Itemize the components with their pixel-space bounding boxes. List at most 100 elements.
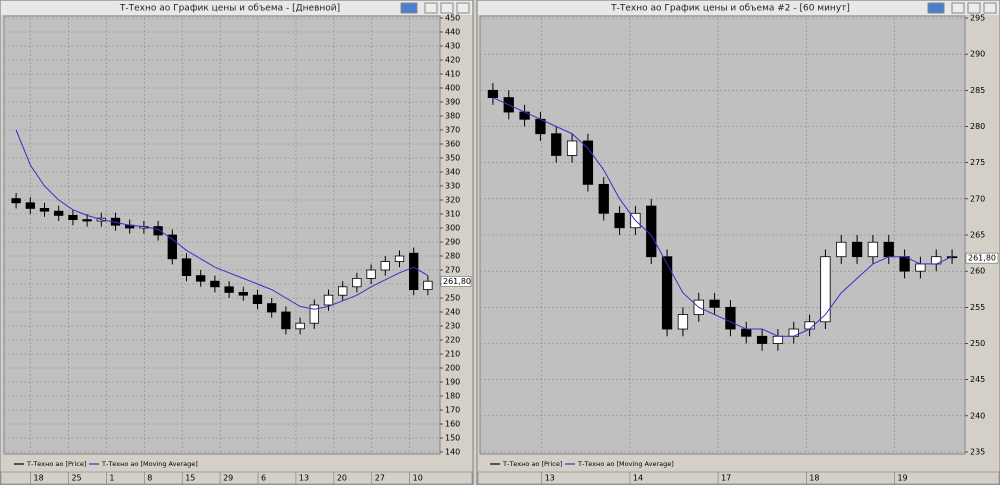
y-tick-label: 390 bbox=[445, 98, 460, 107]
y-tick-label: 250 bbox=[445, 294, 460, 303]
plot-area bbox=[3, 15, 441, 455]
window-button[interactable] bbox=[927, 2, 945, 14]
window-title: Т-Техно ао График цены и объема #2 - [60… bbox=[610, 4, 850, 14]
y-tick-label: 450 bbox=[445, 14, 460, 23]
window-button[interactable] bbox=[424, 2, 438, 14]
y-tick-label: 360 bbox=[445, 140, 460, 149]
candle-body bbox=[551, 133, 562, 156]
candle-body bbox=[915, 263, 926, 272]
candle-body bbox=[756, 335, 768, 344]
candle-body bbox=[867, 241, 879, 258]
candle-body bbox=[423, 280, 433, 291]
candle-body bbox=[338, 286, 348, 296]
candle-body bbox=[394, 255, 405, 262]
candle-body bbox=[224, 286, 234, 293]
window-button[interactable] bbox=[400, 2, 418, 14]
window-button[interactable] bbox=[951, 2, 965, 14]
last-price-label: 261,80 bbox=[968, 254, 996, 263]
legend-label: Т-Техно ао [Moving Average] bbox=[577, 460, 674, 468]
title-bar bbox=[478, 1, 999, 15]
y-tick-label: 270 bbox=[445, 266, 460, 275]
candle-body bbox=[598, 183, 609, 214]
candle-body bbox=[309, 304, 319, 324]
candle-body bbox=[181, 258, 192, 276]
y-tick-label: 410 bbox=[445, 70, 460, 79]
date-label: 25 bbox=[71, 474, 81, 483]
window-button[interactable] bbox=[967, 2, 981, 14]
date-label: 10 bbox=[413, 474, 423, 483]
last-price-box bbox=[965, 252, 999, 264]
y-tick-label: 230 bbox=[445, 322, 460, 331]
candle-body bbox=[167, 234, 177, 260]
candle-body bbox=[68, 214, 78, 220]
candle-body bbox=[366, 269, 376, 279]
legend-bar bbox=[478, 458, 999, 471]
y-tick-label: 290 bbox=[970, 50, 985, 59]
candle-body bbox=[535, 118, 546, 135]
y-tick-label: 255 bbox=[970, 303, 985, 312]
y-tick-label: 440 bbox=[445, 28, 460, 37]
last-price-label: 261,80 bbox=[443, 277, 471, 286]
y-tick-label: 180 bbox=[445, 392, 460, 401]
y-tick-label: 260 bbox=[970, 267, 985, 276]
legend-bar bbox=[1, 458, 472, 471]
candle-body bbox=[380, 261, 390, 271]
y-tick-label: 210 bbox=[445, 350, 460, 359]
date-label: 27 bbox=[375, 474, 385, 483]
date-label: 13 bbox=[299, 474, 309, 483]
legend-label: Т-Техно ао [Price] bbox=[26, 460, 86, 468]
candle-body bbox=[252, 294, 263, 305]
candle-body bbox=[39, 207, 50, 212]
date-label: 29 bbox=[223, 474, 233, 483]
legend-label: Т-Техно ао [Price] bbox=[502, 460, 562, 468]
candle-body bbox=[267, 303, 277, 313]
candle-body bbox=[772, 335, 784, 344]
candle-body bbox=[281, 311, 291, 330]
y-tick-label: 140 bbox=[445, 448, 460, 457]
window-button[interactable] bbox=[983, 2, 997, 14]
date-label: 1 bbox=[109, 474, 114, 483]
y-tick-label: 420 bbox=[445, 56, 460, 65]
candle-body bbox=[899, 256, 910, 272]
date-label: 6 bbox=[261, 474, 266, 483]
candle-body bbox=[238, 291, 248, 296]
y-tick-label: 270 bbox=[970, 194, 985, 203]
window-button[interactable] bbox=[440, 2, 454, 14]
candle-body bbox=[883, 241, 894, 258]
legend-label: Т-Техно ао [Moving Average] bbox=[101, 460, 198, 468]
y-tick-label: 280 bbox=[445, 252, 460, 261]
candle-body bbox=[614, 212, 625, 229]
date-label: 18 bbox=[34, 474, 44, 483]
y-tick-label: 280 bbox=[970, 122, 985, 131]
y-tick-label: 330 bbox=[445, 182, 460, 191]
candle-body bbox=[836, 241, 847, 258]
y-tick-label: 370 bbox=[445, 126, 460, 135]
last-price-box bbox=[440, 276, 472, 287]
y-tick-label: 240 bbox=[445, 308, 460, 317]
date-bar bbox=[477, 471, 1000, 485]
y-tick-label: 160 bbox=[445, 420, 460, 429]
date-label: 18 bbox=[809, 474, 819, 483]
y-tick-label: 275 bbox=[970, 158, 985, 167]
candle-body bbox=[566, 140, 578, 156]
y-tick-label: 400 bbox=[445, 84, 460, 93]
y-tick-label: 245 bbox=[970, 375, 985, 384]
candle-body bbox=[196, 275, 206, 282]
candle-body bbox=[25, 202, 35, 209]
y-tick-label: 150 bbox=[445, 434, 460, 443]
date-bar bbox=[0, 471, 473, 485]
y-tick-label: 220 bbox=[445, 336, 460, 345]
candle-body bbox=[741, 328, 752, 337]
y-tick-label: 235 bbox=[970, 448, 985, 457]
date-label: 17 bbox=[721, 474, 731, 483]
moving-average-line bbox=[15, 129, 429, 310]
y-tick-label: 200 bbox=[445, 364, 460, 373]
candle-body bbox=[11, 198, 21, 204]
y-tick-label: 290 bbox=[445, 238, 460, 247]
window-button[interactable] bbox=[456, 2, 470, 14]
window-title: Т-Техно ао График цены и объема - [Дневн… bbox=[119, 4, 340, 14]
candle-body bbox=[295, 322, 305, 330]
candle-body bbox=[323, 294, 334, 306]
candle-body bbox=[661, 256, 673, 330]
